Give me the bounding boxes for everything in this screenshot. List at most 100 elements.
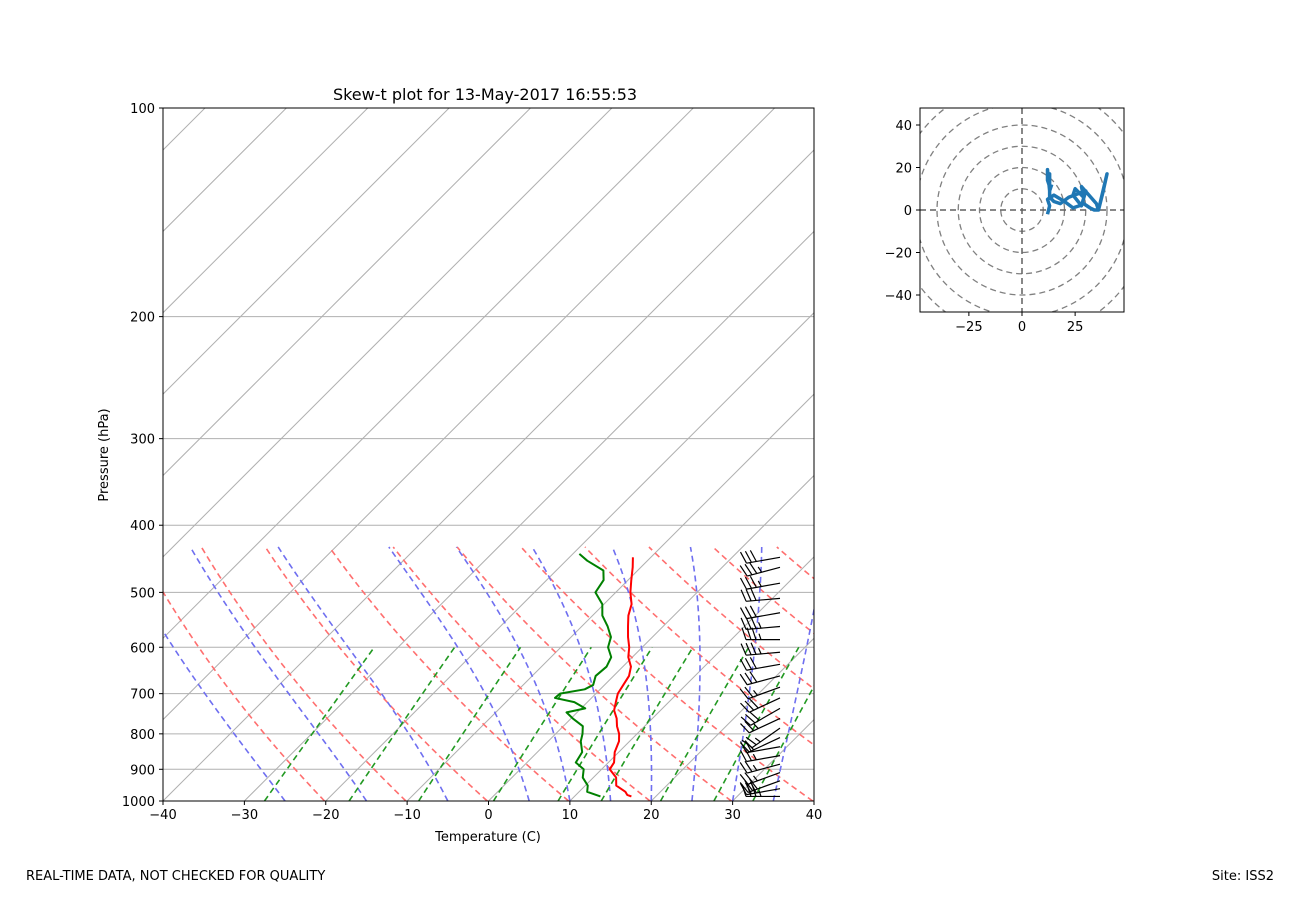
mixing-ratio-line bbox=[752, 684, 814, 801]
hodograph-axes: −25 0 25 40 20 0 −20 −40 bbox=[885, 119, 1084, 335]
isotherm-line bbox=[163, 108, 287, 233]
temperature-profile bbox=[608, 557, 634, 798]
wind-barb bbox=[739, 686, 781, 700]
moist-adiabat bbox=[388, 546, 530, 801]
isotherm-line bbox=[244, 230, 814, 801]
x-axis-label: Temperature (C) bbox=[434, 830, 541, 845]
y-axis-label: Pressure (hPa) bbox=[97, 408, 112, 501]
wind-barb bbox=[740, 697, 781, 713]
dry-adiabat bbox=[200, 546, 407, 801]
moist-adiabat bbox=[611, 546, 653, 801]
moist-adiabat bbox=[531, 546, 612, 801]
pressure-axis: 1000 900 800 700 600 500 400 300 200 100 bbox=[122, 102, 163, 810]
isotherm-line bbox=[813, 800, 814, 801]
moist-adiabat bbox=[731, 546, 763, 801]
isotherm-line bbox=[163, 108, 531, 477]
isotherm-line bbox=[732, 718, 814, 801]
dry-adiabat bbox=[776, 546, 814, 580]
isotherm-line bbox=[569, 556, 814, 801]
x-tick-label: −20 bbox=[312, 808, 339, 823]
x-tick-label: 0 bbox=[484, 808, 492, 823]
wind-barb bbox=[739, 605, 781, 620]
wind-barb bbox=[739, 760, 781, 774]
y-tick-label: 500 bbox=[130, 586, 155, 601]
moist-adiabats bbox=[163, 546, 814, 801]
wind-barb bbox=[740, 588, 781, 602]
hodograph: −25 0 25 40 20 0 −20 −40 bbox=[885, 107, 1125, 335]
isotherm-line bbox=[163, 108, 775, 721]
y-tick-label: 300 bbox=[130, 433, 155, 448]
skewt-plot-area: −40 −30 −20 −10 0 10 20 30 40 100090080070060050… bbox=[0, 102, 1220, 845]
moist-adiabat bbox=[277, 546, 449, 801]
skewt-title: Skew-t plot for 13-May-2017 16:55:53 bbox=[333, 85, 637, 104]
temperature-axis: −40 −30 −20 −10 0 10 20 30 40 bbox=[149, 801, 822, 823]
dry-adiabat bbox=[392, 546, 651, 801]
isotherm-line bbox=[163, 108, 450, 395]
wind-barb bbox=[739, 657, 781, 671]
isotherm-line bbox=[163, 149, 814, 801]
moist-adiabat bbox=[772, 605, 814, 801]
hodograph-wind-trace bbox=[1045, 167, 1109, 215]
wind-barb bbox=[739, 550, 781, 564]
dry-adiabat bbox=[648, 546, 814, 690]
mixing-ratio-line bbox=[713, 646, 800, 801]
pressure-gridlines bbox=[163, 108, 814, 801]
wind-barbs bbox=[739, 550, 781, 798]
wind-barb bbox=[740, 707, 781, 726]
y-tick-label: 400 bbox=[130, 519, 155, 534]
hodograph-y-tick-label: 20 bbox=[895, 162, 912, 177]
dry-adiabat bbox=[841, 547, 1220, 801]
mixing-ratio-line bbox=[348, 646, 456, 801]
quality-disclaimer: REAL-TIME DATA, NOT CHECKED FOR QUALITY bbox=[26, 869, 326, 884]
mixing-ratio-line bbox=[492, 646, 592, 801]
dry-adiabat bbox=[264, 546, 488, 801]
hodograph-crosshair bbox=[920, 108, 1124, 312]
hodograph-trace bbox=[1045, 167, 1109, 215]
x-tick-label: −40 bbox=[149, 808, 176, 823]
dry-adiabat bbox=[584, 546, 814, 746]
y-tick-label: 900 bbox=[130, 763, 155, 778]
x-tick-label: 30 bbox=[724, 808, 741, 823]
dewpoint-profile bbox=[553, 553, 613, 798]
y-tick-label: 100 bbox=[130, 102, 155, 117]
mixing-ratio-line bbox=[557, 646, 653, 801]
moist-adiabat bbox=[689, 546, 701, 801]
dry-adiabat bbox=[163, 590, 326, 801]
hodograph-y-tick-label: 0 bbox=[904, 204, 912, 219]
x-tick-label: −10 bbox=[393, 808, 420, 823]
site-label: Site: ISS2 bbox=[1211, 869, 1274, 884]
mixing-ratio-line bbox=[659, 646, 750, 801]
moist-adiabat bbox=[189, 546, 368, 801]
x-tick-label: 20 bbox=[643, 808, 660, 823]
wind-barb bbox=[739, 671, 781, 686]
y-tick-label: 200 bbox=[130, 311, 155, 326]
wind-barb bbox=[739, 562, 781, 577]
isotherm-lines bbox=[0, 108, 814, 801]
isotherm-line bbox=[406, 393, 814, 801]
y-tick-label: 600 bbox=[130, 641, 155, 656]
isotherm-line bbox=[163, 108, 369, 314]
isotherm-line bbox=[650, 637, 814, 801]
dry-adiabat bbox=[328, 546, 570, 801]
isotherm-line bbox=[325, 312, 814, 801]
isotherm-line bbox=[0, 108, 42, 801]
wind-barb bbox=[741, 727, 781, 749]
isotherm-line bbox=[163, 108, 613, 558]
mixing-ratio-line bbox=[263, 646, 375, 801]
y-tick-label: 800 bbox=[130, 728, 155, 743]
hodograph-x-tick-label: 25 bbox=[1067, 320, 1084, 335]
hodograph-x-tick-label: −25 bbox=[955, 320, 982, 335]
wind-barb bbox=[740, 642, 781, 656]
profile-lines bbox=[553, 553, 634, 798]
isotherm-line bbox=[488, 474, 814, 801]
dry-adiabats bbox=[163, 546, 1220, 801]
mixing-ratio-lines bbox=[263, 646, 814, 801]
hodograph-y-tick-label: 40 bbox=[895, 119, 912, 134]
x-tick-label: −30 bbox=[231, 808, 258, 823]
mixing-ratio-line bbox=[417, 646, 522, 801]
wind-barb bbox=[739, 575, 781, 590]
dry-adiabat bbox=[456, 546, 732, 801]
dry-adiabat bbox=[520, 546, 814, 801]
hodograph-y-tick-label: −40 bbox=[885, 289, 912, 304]
